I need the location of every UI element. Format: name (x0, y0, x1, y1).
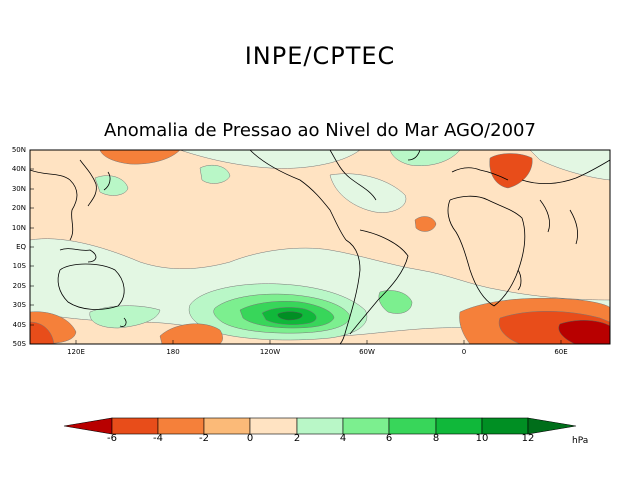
colorbar (63, 417, 577, 435)
core-10-12 (277, 311, 303, 321)
south-america-east-coast (349, 229, 409, 335)
europe-negative (489, 153, 533, 189)
madagascar-coast (517, 269, 522, 291)
new-zealand-coast (119, 317, 127, 327)
asia-north-coast (521, 159, 610, 184)
colorbar-cell-0-2 (249, 417, 298, 435)
colorbar-cell-6-4 (111, 417, 159, 435)
coastlines (30, 150, 610, 344)
north-atlantic-positive (389, 150, 461, 166)
lon-label: 120W (259, 348, 281, 356)
colorbar-cell-gt-12 (527, 417, 577, 435)
lon-label: 0 (461, 348, 467, 356)
greenland-coast (407, 150, 421, 161)
map-ticks (30, 149, 562, 345)
south-america-west-coast (339, 239, 361, 344)
africa-west-coast (447, 199, 495, 307)
colorbar-label: 12 (521, 433, 535, 444)
indonesia-coast (59, 248, 97, 263)
colorbar-label: 0 (246, 433, 254, 444)
map-field (30, 150, 610, 344)
colorbar-label: 10 (475, 433, 489, 444)
europe-coast (451, 167, 509, 181)
india-coast (569, 209, 578, 245)
lat-label: 20N (11, 204, 26, 212)
org-header: INPE/CPTEC (244, 42, 396, 70)
australia-south-positive (89, 305, 161, 329)
africa-east-coast (449, 195, 526, 307)
colorbar-label: 8 (432, 433, 440, 444)
colorbar-label: 6 (385, 433, 393, 444)
colorbar-label: -2 (199, 433, 209, 444)
colorbar-cell-4-2 (157, 417, 205, 435)
lat-label: 30N (11, 185, 26, 193)
lon-label: 60E (554, 348, 568, 356)
colorbar-cell-8-10 (435, 417, 483, 435)
lat-label: 20S (12, 282, 26, 290)
north-pacific-positive (179, 150, 361, 169)
colorbar-unit: hPa (572, 436, 589, 446)
colorbar-cell-10-12 (481, 417, 529, 435)
lon-label: 120E (67, 348, 85, 356)
lat-label: 50S (12, 340, 26, 348)
north-america-west-coast (249, 150, 347, 241)
australia-coast (57, 263, 125, 310)
asia-coast (30, 169, 78, 241)
atlantic-positive (329, 173, 407, 213)
north-america-east-coast (329, 150, 377, 201)
lon-label: 180 (166, 348, 180, 356)
colorbar-cell-4-6 (342, 417, 390, 435)
lat-label: 30S (12, 301, 26, 309)
north-pacific-negative (99, 150, 181, 165)
south-atlantic-positive (378, 290, 413, 314)
africa-small-negative (414, 216, 437, 232)
japan-coast (103, 171, 111, 191)
japan-positive (94, 175, 129, 196)
lat-label: 40S (12, 321, 26, 329)
arabia-coast (539, 199, 550, 233)
lon-label: 60W (359, 348, 375, 356)
colorbar-label: 2 (293, 433, 301, 444)
lat-label: 10S (12, 262, 26, 270)
indian-ocean-negative-core (558, 320, 610, 344)
colorbar-label: -6 (107, 433, 117, 444)
colorbar-label: 4 (339, 433, 347, 444)
colorbar-cell-lt-6 (63, 417, 113, 435)
colorbar-cell-2-4 (296, 417, 344, 435)
china-coast (79, 159, 97, 207)
colorbar-label: -4 (153, 433, 163, 444)
map-title: Anomalia de Pressao ao Nivel do Mar AGO/… (104, 120, 536, 141)
lat-label: 50N (11, 146, 26, 154)
colorbar-cell-2-0 (203, 417, 251, 435)
pacific-small-positive (199, 165, 231, 184)
southwest-negative-core (30, 321, 55, 344)
lat-label: EQ (16, 243, 26, 251)
lat-label: 40N (11, 165, 26, 173)
colorbar-cell-6-8 (388, 417, 437, 435)
lat-label: 10N (11, 224, 26, 232)
